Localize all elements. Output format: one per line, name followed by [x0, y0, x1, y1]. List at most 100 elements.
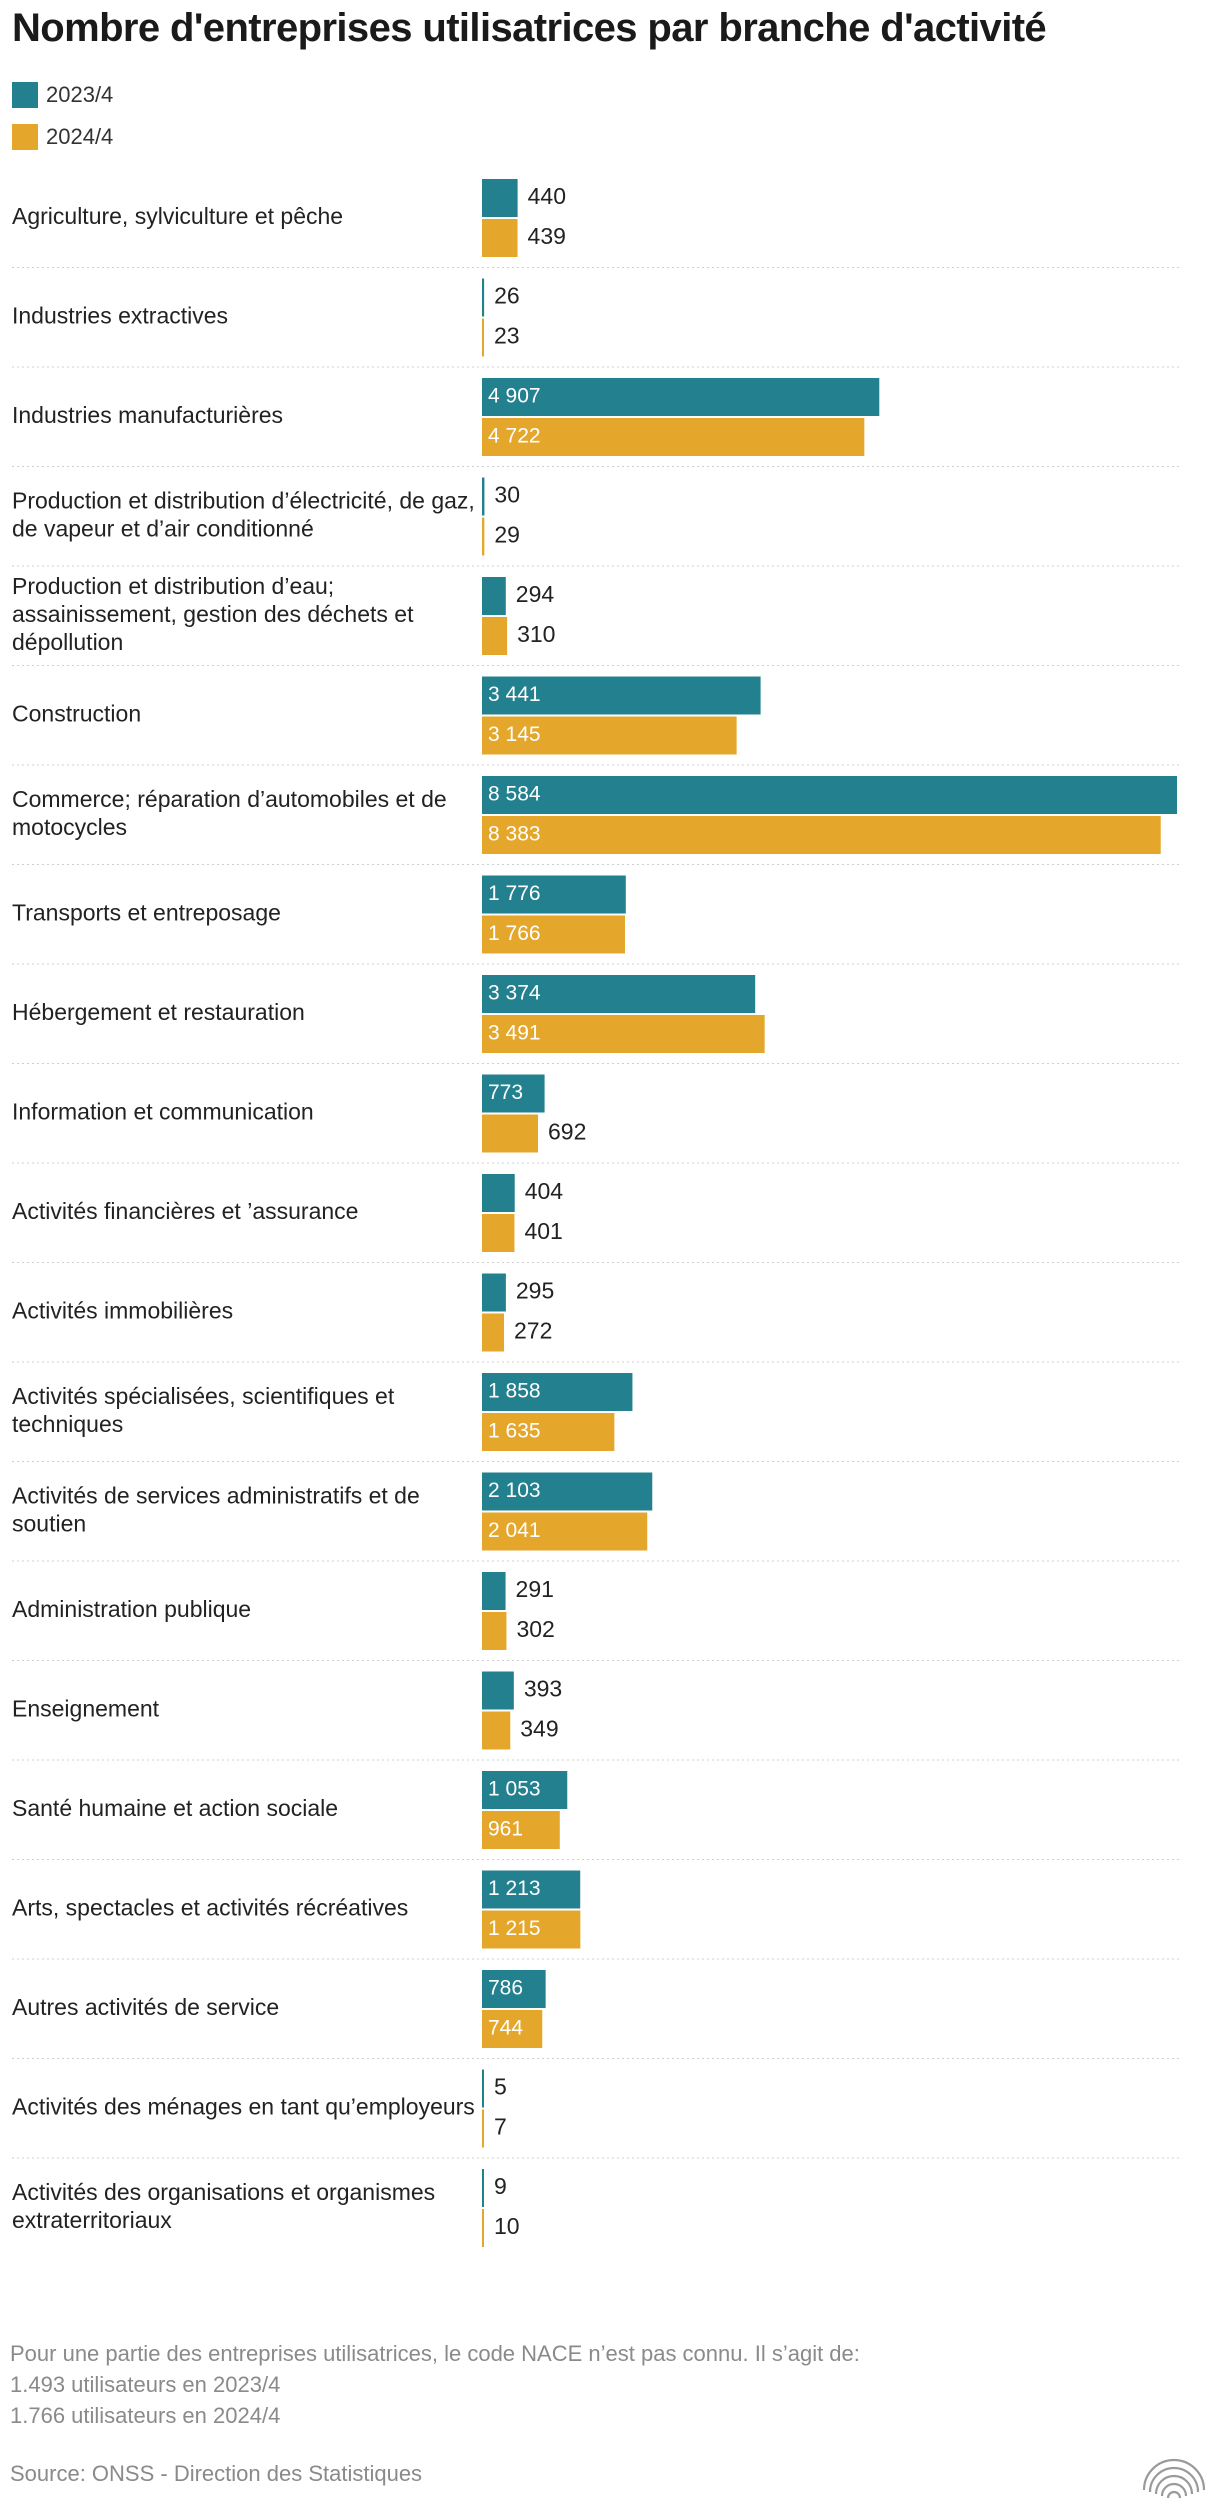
category-label: Hébergement et restauration [12, 999, 305, 1025]
data-label: 7 [494, 2114, 507, 2140]
bar-2023-4 [482, 1373, 633, 1411]
data-label: 744 [488, 2017, 523, 2040]
bar-2024-4 [482, 1612, 507, 1650]
data-label: 1 858 [488, 1380, 541, 1403]
data-label: 961 [488, 1818, 523, 1841]
bar-2024-4 [482, 1512, 648, 1551]
data-label: 8 383 [488, 823, 541, 846]
legend-label-2024: 2024/4 [46, 124, 114, 149]
data-label: 3 374 [488, 982, 541, 1005]
category-label: soutien [12, 1510, 86, 1536]
category-label: Production et distribution d’eau; [12, 573, 334, 599]
data-label: 272 [514, 1318, 552, 1344]
data-label: 1 215 [488, 1917, 541, 1940]
bar-chart: Agriculture, sylviculture et pêche 440 439… [12, 179, 1180, 2247]
bar-2023-4 [482, 2069, 484, 2108]
category-label: Transports et entreposage [12, 899, 281, 925]
category-label: Activités spécialisées, scientifiques et [12, 1383, 395, 1409]
data-label: 3 491 [488, 1022, 541, 1045]
data-label: 302 [516, 1616, 554, 1642]
data-label: 404 [525, 1178, 564, 1204]
data-label: 439 [528, 223, 566, 249]
bar-2024-4 [482, 318, 484, 357]
data-label: 8 584 [488, 783, 541, 806]
publisher-logo-icon [1142, 2458, 1206, 2499]
category-label: assainissement, gestion des déchets et [12, 601, 414, 627]
category-label: techniques [12, 1411, 123, 1437]
category-label: Autres activités de service [12, 1994, 279, 2020]
data-label: 1 635 [488, 1420, 541, 1443]
data-label: 1 213 [488, 1877, 541, 1900]
category-label: Activités immobilières [12, 1297, 233, 1323]
footnote-line: 1.766 utilisateurs en 2024/4 [10, 2403, 281, 2428]
bar-2024-4 [482, 1015, 765, 1053]
category-label: extraterritoriaux [12, 2207, 172, 2233]
footnote: Pour une partie des entreprises utilisat… [10, 2338, 860, 2431]
data-label: 295 [516, 1278, 554, 1304]
data-label: 1 776 [488, 882, 541, 905]
legend-swatch-2024 [12, 124, 38, 150]
data-label: 10 [494, 2213, 520, 2239]
category-label: Agriculture, sylviculture et pêche [12, 203, 343, 229]
category-label: Administration publique [12, 1596, 251, 1622]
bar-2023-4 [482, 676, 761, 715]
data-label: 1 766 [488, 922, 541, 945]
bar-2024-4 [482, 2010, 543, 2048]
category-label: Information et communication [12, 1098, 314, 1124]
bar-2023-4 [482, 1870, 581, 1909]
bar-2023-4 [482, 477, 485, 516]
bar-2023-4 [482, 1273, 506, 1312]
category-label: Commerce; réparation d’automobiles et de [12, 786, 447, 812]
data-label: 291 [516, 1576, 554, 1602]
bar-2024-4 [482, 2209, 484, 2247]
data-label: 440 [528, 183, 566, 209]
bar-2023-4 [482, 577, 506, 615]
category-label: Activités financières et ’assurance [12, 1198, 358, 1224]
data-label: 4 907 [488, 385, 541, 408]
bar-2023-4 [482, 1472, 653, 1511]
bar-2023-4 [482, 378, 880, 416]
data-label: 786 [488, 1977, 523, 2000]
bar-2023-4 [482, 776, 1177, 814]
bar-2024-4 [482, 517, 485, 556]
bar-2024-4 [482, 418, 865, 456]
bar-2023-4 [482, 1572, 506, 1610]
category-label: motocycles [12, 814, 127, 840]
bar-2023-4 [482, 1970, 546, 2008]
bar-2024-4 [482, 1711, 511, 1750]
footnote-line: Pour une partie des entreprises utilisat… [10, 2341, 860, 2366]
bar-2023-4 [482, 1074, 545, 1113]
category-label: Santé humaine et action sociale [12, 1795, 338, 1821]
data-label: 349 [520, 1716, 558, 1742]
bar-2023-4 [482, 278, 485, 317]
category-label: Arts, spectacles et activités récréative… [12, 1894, 408, 1920]
bar-2024-4 [482, 1910, 581, 1949]
chart-title: Nombre d'entreprises utilisatrices par b… [12, 6, 1047, 50]
category-label: Activités de services administratifs et … [12, 1482, 420, 1508]
category-label: Enseignement [12, 1695, 160, 1721]
bar-2023-4 [482, 179, 518, 217]
bar-2024-4 [482, 1811, 560, 1849]
category-label: Industries manufacturières [12, 402, 283, 428]
bar-2024-4 [482, 716, 737, 755]
bar-2023-4 [482, 1671, 514, 1710]
bar-2024-4 [482, 2109, 484, 2148]
legend-label-2023: 2023/4 [46, 82, 114, 107]
bar-2024-4 [482, 1313, 505, 1352]
bar-2024-4 [482, 1413, 615, 1451]
bar-2024-4 [482, 1114, 539, 1153]
bar-2024-4 [482, 816, 1161, 854]
data-label: 294 [516, 581, 555, 607]
bar-2023-4 [482, 975, 756, 1013]
bar-2024-4 [482, 617, 508, 655]
data-label: 401 [524, 1218, 562, 1244]
data-label: 773 [488, 1081, 523, 1104]
category-label: dépollution [12, 629, 123, 655]
data-label: 2 041 [488, 1519, 541, 1542]
data-label: 26 [494, 283, 520, 309]
bar-2023-4 [482, 2169, 484, 2207]
category-label: Activités des ménages en tant qu’employe… [12, 2093, 475, 2119]
data-label: 30 [494, 482, 520, 508]
footnote-line: 1.493 utilisateurs en 2023/4 [10, 2372, 281, 2397]
bar-2024-4 [482, 915, 625, 954]
